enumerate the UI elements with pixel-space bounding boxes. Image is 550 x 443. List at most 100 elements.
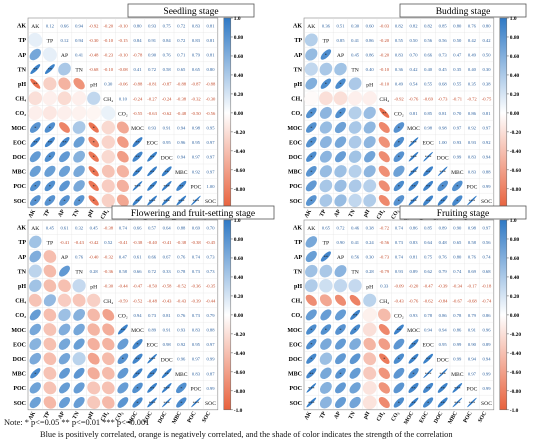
corr-value: -0.50	[147, 284, 157, 289]
diag-label-SOC: SOC	[205, 199, 216, 205]
corr-ellipse	[59, 265, 70, 277]
corr-value: 0.98	[439, 126, 448, 131]
corr-ellipse	[393, 122, 405, 133]
corr-ellipse	[378, 382, 390, 394]
corr-value: -0.87	[191, 82, 201, 87]
colorbar-tick-label: -1.0	[234, 408, 243, 414]
significance-mark: *	[310, 328, 312, 333]
colorbar-tick-label: -0.20	[234, 332, 246, 338]
corr-ellipse	[393, 353, 405, 364]
col-label: pH	[87, 410, 96, 420]
colorbar-tick-label: 0.40	[234, 275, 244, 281]
corr-value: 0.73	[192, 313, 201, 318]
corr-value: -0.35	[206, 284, 216, 289]
corr-value: -0.48	[147, 298, 157, 303]
col-label: DOC	[157, 411, 168, 425]
corr-ellipse	[378, 136, 390, 148]
diag-label-CO₂: CO₂	[118, 314, 128, 320]
corr-value: 0.86	[409, 225, 418, 230]
corr-value: -0.40	[147, 240, 157, 245]
corr-ellipse	[28, 91, 43, 106]
diag-label-MBC: MBC	[451, 170, 464, 176]
corr-value: 0.45	[90, 225, 99, 230]
corr-ellipse	[29, 165, 41, 177]
colorbar-tick-label: 0.00	[510, 111, 520, 117]
corr-value: 0.86	[482, 313, 491, 318]
corr-ellipse	[306, 122, 317, 133]
corr-ellipse	[306, 136, 317, 148]
colorbar-tick-label: -0.20	[510, 332, 522, 338]
corr-value: -0.23	[104, 53, 114, 58]
corr-ellipse	[349, 396, 361, 409]
colorbar-tick-label: -0.20	[234, 130, 246, 136]
corr-value: 0.36	[395, 67, 404, 72]
corr-ellipse	[117, 397, 129, 408]
corr-ellipse	[408, 137, 419, 147]
corr-value: -0.10	[118, 53, 128, 58]
corr-value: 0.64	[163, 225, 172, 230]
colorbar-tick-label: 0.20	[234, 92, 244, 98]
corr-ellipse	[73, 150, 86, 163]
row-label: AP	[294, 255, 302, 261]
corr-value: 0.79	[439, 269, 448, 274]
corr-ellipse	[349, 353, 361, 365]
corr-value: 0.83	[395, 53, 404, 58]
significance-mark: **	[426, 184, 430, 189]
significance-mark: ***	[163, 184, 170, 189]
significance-mark: ***	[410, 140, 417, 145]
corr-ellipse	[319, 264, 333, 278]
corr-value: 0.94	[439, 328, 448, 333]
corr-ellipse	[30, 78, 41, 89]
corr-value: -0.10	[118, 23, 128, 28]
col-label: AP	[333, 208, 342, 218]
corr-ellipse	[379, 353, 390, 364]
corr-value: 0.42	[482, 38, 491, 43]
corr-value: 0.92	[468, 126, 477, 131]
significance-mark: **	[426, 357, 430, 362]
corr-value: 0.67	[163, 255, 172, 260]
corr-ellipse	[132, 195, 143, 206]
corr-ellipse	[363, 121, 376, 134]
diag-label-CH₄: CH₄	[103, 97, 113, 103]
colorbar-tick-label: -0.60	[234, 370, 246, 376]
corr-ellipse	[43, 250, 57, 263]
corr-value: 0.32	[75, 225, 84, 230]
diag-label-TP: TP	[323, 241, 330, 247]
corr-value: -0.88	[133, 82, 143, 87]
significance-mark: ***	[469, 199, 476, 204]
row-label: TN	[18, 269, 27, 275]
colorbar-tick-label: -0.20	[510, 130, 522, 136]
corr-value: 0.97	[206, 140, 215, 145]
significance-mark: **	[426, 199, 430, 204]
corr-value: 0.76	[468, 23, 477, 28]
corr-ellipse	[333, 279, 348, 293]
corr-value: -0.20	[104, 23, 114, 28]
corr-ellipse	[319, 121, 333, 134]
corr-ellipse	[452, 397, 463, 408]
corr-value: 0.83	[192, 38, 201, 43]
corr-value: -0.72	[380, 225, 390, 230]
significance-mark: **	[62, 140, 66, 145]
corr-value: -0.62	[423, 298, 433, 303]
row-label: AP	[18, 53, 26, 59]
colorbar-tick-label: 0.80	[510, 35, 520, 41]
diag-label-AP: AP	[337, 53, 344, 59]
corr-ellipse	[29, 382, 41, 394]
significance-mark: *	[136, 386, 138, 391]
colorbar-tick-label: 0.80	[510, 237, 520, 243]
significance-mark: *	[180, 401, 182, 406]
corr-value: 0.66	[133, 225, 142, 230]
corr-ellipse	[88, 136, 100, 148]
corr-ellipse	[320, 309, 332, 321]
colorbar-tick-label: -0.40	[234, 149, 246, 155]
colorbar-tick-label: -1.0	[510, 408, 519, 414]
corr-value: -0.24	[162, 96, 172, 101]
corr-ellipse	[378, 195, 390, 206]
col-label: MBC	[447, 411, 459, 425]
diag-label-pH: pH	[90, 284, 97, 290]
corr-value: 0.64	[424, 240, 433, 245]
corr-value: 0.88	[482, 169, 491, 174]
corr-ellipse	[305, 165, 317, 177]
corr-ellipse	[319, 165, 333, 178]
significance-mark: *	[93, 199, 95, 204]
